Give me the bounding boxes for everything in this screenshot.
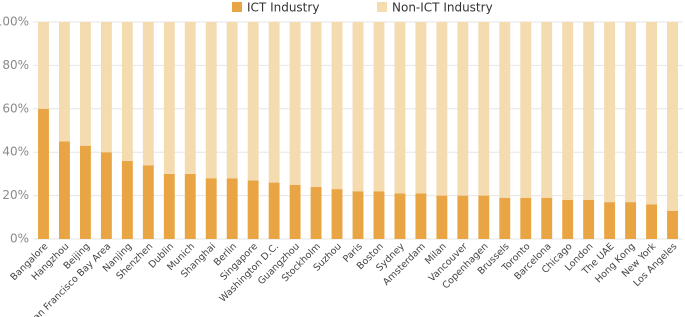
bar-segment <box>142 22 154 166</box>
bar-segment <box>520 197 532 239</box>
y-tick-label: 40% <box>2 145 29 159</box>
y-tick-label: 20% <box>2 188 29 202</box>
y-tick-label: 80% <box>2 58 29 72</box>
bar-segment <box>415 22 427 194</box>
bar-segment <box>205 178 217 239</box>
bar-segment <box>541 22 553 198</box>
bar-segment <box>436 195 448 239</box>
bar-segment <box>38 22 49 109</box>
bar-segment <box>499 197 511 239</box>
bar-segment <box>646 22 657 205</box>
bar-segment <box>604 22 616 203</box>
bar-segment <box>100 22 112 153</box>
y-tick-label: 100% <box>0 15 29 29</box>
bar-segment <box>100 152 112 239</box>
bar-segment <box>163 173 175 239</box>
bar-segment <box>268 22 280 183</box>
bar-segment <box>352 191 364 239</box>
bar-segment <box>457 22 469 196</box>
legend-swatch <box>377 2 387 12</box>
bar-segment <box>310 186 322 239</box>
y-tick-label: 0% <box>10 232 29 246</box>
bar-segment <box>625 202 637 239</box>
bar-segment <box>226 178 238 239</box>
bar-segment <box>625 22 637 203</box>
bar-segment <box>310 22 322 187</box>
bar-segment <box>562 22 574 200</box>
bar-segment <box>373 191 385 239</box>
bar-segment <box>59 22 70 142</box>
bar-segment <box>352 22 364 192</box>
bar-segment <box>436 22 448 196</box>
bar-segment <box>394 193 406 239</box>
bar-segment <box>226 22 238 179</box>
bar-segment <box>79 22 91 146</box>
bar-segment <box>478 195 490 239</box>
y-tick-label: 60% <box>2 101 29 115</box>
bar-segment <box>121 160 133 239</box>
bar-segment <box>667 210 678 239</box>
bar-segment <box>373 22 385 192</box>
bar-segment <box>79 145 91 239</box>
legend-label: Non-ICT Industry <box>392 1 493 15</box>
bar-segment <box>562 199 574 239</box>
bar-segment <box>583 199 595 239</box>
bar-segment <box>415 193 427 239</box>
legend-swatch <box>232 2 242 12</box>
legend-label: ICT Industry <box>247 1 319 15</box>
bar-segment <box>457 195 469 239</box>
bar-segment <box>499 22 511 198</box>
bar-segment <box>331 22 343 190</box>
bar-segment <box>520 22 532 198</box>
bar-segment <box>38 108 49 239</box>
bar-segment <box>247 180 259 239</box>
bar-segment <box>184 173 196 239</box>
bar-segment <box>478 22 490 196</box>
bar-segment <box>142 165 154 239</box>
bar-segment <box>583 22 595 200</box>
bar-segment <box>121 22 133 161</box>
bar-segment <box>394 22 406 194</box>
bar-segment <box>541 197 553 239</box>
bar-segment <box>289 22 301 185</box>
bar-segment <box>184 22 196 174</box>
bar-segment <box>268 182 280 239</box>
bar-segment <box>667 22 678 211</box>
bar-segment <box>646 204 657 239</box>
bar-segment <box>331 189 343 239</box>
bar-segment <box>205 22 217 179</box>
bar-segment <box>247 22 259 181</box>
bar-segment <box>163 22 175 174</box>
bar-segment <box>604 202 616 239</box>
bar-segment <box>289 184 301 239</box>
bar-segment <box>59 141 70 239</box>
